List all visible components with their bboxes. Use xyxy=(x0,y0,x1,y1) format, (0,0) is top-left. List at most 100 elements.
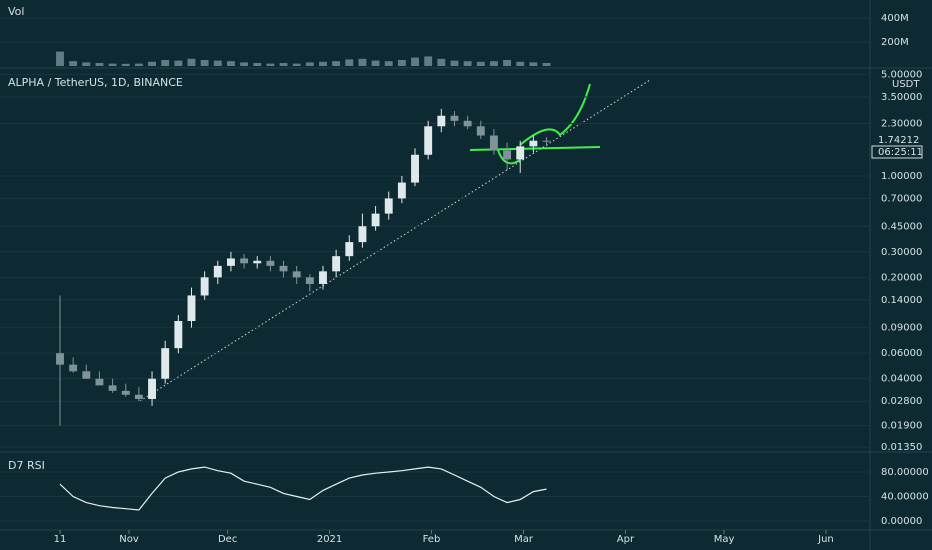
candle-body xyxy=(174,321,183,349)
y-tick-label: 0.01900 xyxy=(881,421,922,432)
volume-bar xyxy=(161,60,170,66)
candle-body xyxy=(503,150,512,160)
y-tick-label: 0.09000 xyxy=(881,323,922,334)
candle-body xyxy=(161,348,170,379)
volume-bar xyxy=(437,58,446,66)
volume-bar xyxy=(69,61,78,66)
candle-body xyxy=(134,394,143,399)
volume-bar xyxy=(476,61,485,66)
y-tick-label: 200M xyxy=(881,37,909,48)
volume-bar xyxy=(56,51,64,66)
x-tick-label: Apr xyxy=(617,534,635,545)
candle-body xyxy=(279,265,288,272)
rsi-line xyxy=(59,466,547,511)
x-tick-label: Nov xyxy=(119,534,139,545)
volume-bar xyxy=(489,61,498,66)
volume-bar xyxy=(226,61,235,66)
volume-bar xyxy=(397,60,406,66)
candle-body xyxy=(476,126,485,136)
volume-bar xyxy=(384,61,393,66)
volume-bar xyxy=(108,63,117,66)
y-tick-label: 0.30000 xyxy=(881,247,922,258)
volume-bar xyxy=(358,58,367,66)
y-tick-label: 0.45000 xyxy=(881,221,922,232)
volume-bar xyxy=(345,59,354,66)
y-tick-label: 2.30000 xyxy=(881,118,922,129)
y-tick-label: 5.00000 xyxy=(881,70,922,81)
candle-body xyxy=(305,277,314,284)
x-tick-label: Mar xyxy=(514,534,534,545)
y-tick-label: 1.00000 xyxy=(881,171,922,182)
candle-body xyxy=(95,378,104,386)
candle-body xyxy=(542,140,551,142)
candle-body xyxy=(187,295,196,322)
volume-bar xyxy=(305,62,314,66)
candle-body xyxy=(463,120,472,127)
candle-body xyxy=(240,258,249,264)
volume-bar xyxy=(463,61,472,66)
volume-bar xyxy=(95,63,104,66)
candle-body xyxy=(319,271,327,284)
y-tick-label: 400M xyxy=(881,13,909,24)
volume-bar xyxy=(121,63,130,66)
volume-bar xyxy=(529,62,538,66)
volume-bar xyxy=(450,60,459,66)
candle-body xyxy=(424,126,433,155)
candle-body xyxy=(332,256,341,272)
y-tick-label: 40.00000 xyxy=(881,491,929,502)
candle-body xyxy=(266,260,275,266)
candle-body xyxy=(371,213,380,227)
candle-body xyxy=(384,198,393,214)
candle-body xyxy=(82,371,91,379)
volume-bar xyxy=(200,60,209,66)
y-tick-label: 3.50000 xyxy=(881,92,922,103)
x-tick-label: Dec xyxy=(218,534,237,545)
volume-bar xyxy=(279,63,288,66)
axis-unit: USDT xyxy=(892,79,920,90)
candle-body xyxy=(450,115,459,121)
candle-body xyxy=(292,271,301,278)
volume-bar xyxy=(213,60,222,66)
volume-bar xyxy=(503,60,512,66)
y-tick-label: 0.70000 xyxy=(881,193,922,204)
y-tick-label: 0.00000 xyxy=(881,516,922,527)
y-tick-label: 0.04000 xyxy=(881,374,922,385)
volume-bar xyxy=(253,63,262,66)
countdown: 06:25:11 xyxy=(878,147,923,158)
candle-body xyxy=(213,265,222,278)
volume-bar xyxy=(134,63,143,66)
candle-body xyxy=(56,353,64,365)
volume-bar xyxy=(542,63,551,66)
volume-bar xyxy=(240,62,249,66)
volume-bar xyxy=(148,61,156,66)
candle-body xyxy=(226,258,235,266)
y-tick-label: 80.00000 xyxy=(881,467,929,478)
x-tick-label: Jun xyxy=(817,534,834,545)
candle-body xyxy=(345,242,354,257)
volume-bar xyxy=(371,60,380,66)
trendline xyxy=(139,79,651,402)
candle-body xyxy=(121,390,130,395)
candle-body xyxy=(397,182,406,199)
candle-body xyxy=(411,154,419,183)
candle-body xyxy=(437,115,446,127)
y-tick-label: 0.14000 xyxy=(881,295,922,306)
x-tick-label: 2021 xyxy=(317,534,342,545)
y-tick-label: 0.06000 xyxy=(881,348,922,359)
panel-title: D7 RSI xyxy=(8,459,45,472)
candle-body xyxy=(358,226,367,243)
volume-bar xyxy=(332,61,341,66)
candle-body xyxy=(69,364,78,372)
x-tick-label: Feb xyxy=(423,534,441,545)
x-tick-label: May xyxy=(714,534,735,545)
candle-body xyxy=(200,277,209,296)
panel-title: Vol xyxy=(8,5,24,18)
volume-bar xyxy=(411,57,419,66)
volume-bar xyxy=(266,63,275,66)
volume-bar xyxy=(424,56,433,66)
volume-bar xyxy=(292,63,301,66)
candle-body xyxy=(108,385,117,391)
x-tick-label: 11 xyxy=(54,534,67,545)
last-price: 1.74212 xyxy=(878,135,919,146)
